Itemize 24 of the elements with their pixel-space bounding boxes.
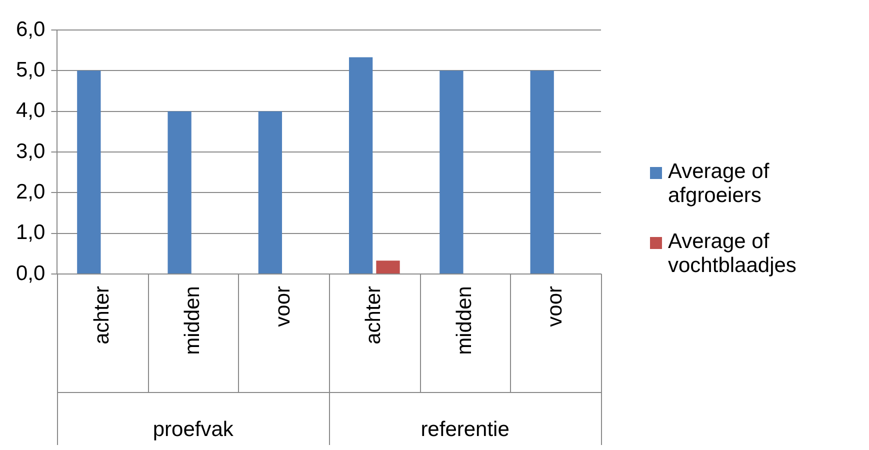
bar bbox=[258, 111, 282, 274]
x-tick-label: midden bbox=[180, 286, 204, 355]
y-tick-label: 3,0 bbox=[16, 140, 46, 163]
y-tick-label: 6,0 bbox=[16, 18, 46, 41]
bar bbox=[77, 70, 101, 274]
y-tick-label: 5,0 bbox=[16, 58, 46, 82]
bar bbox=[376, 260, 400, 274]
y-tick-label: 0,0 bbox=[16, 262, 46, 285]
x-tick-label: achter bbox=[362, 286, 386, 344]
x-tick-label: voor bbox=[272, 286, 295, 327]
x-tick-label: midden bbox=[452, 286, 476, 355]
y-tick-label: 2,0 bbox=[16, 180, 46, 204]
x-tick-label: achter bbox=[90, 286, 114, 344]
y-tick-label: 4,0 bbox=[16, 99, 46, 122]
bar bbox=[530, 70, 554, 274]
y-tick-label: 1,0 bbox=[16, 221, 46, 244]
bar bbox=[168, 111, 192, 274]
legend-label: Average of vochtblaadjes bbox=[668, 230, 798, 278]
legend-label: Average of afgroeiers bbox=[668, 160, 770, 208]
bar bbox=[348, 57, 373, 274]
bar bbox=[440, 70, 464, 274]
text: referentie bbox=[420, 418, 510, 441]
text: proefvak bbox=[152, 418, 234, 441]
x-tick-label: voor bbox=[543, 286, 566, 327]
